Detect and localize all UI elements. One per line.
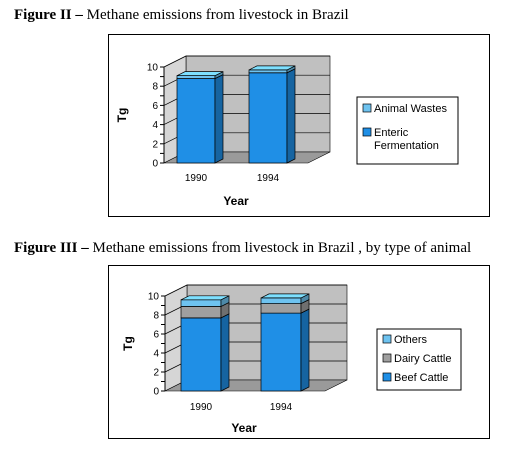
bar-side — [220, 313, 230, 392]
legend-swatch — [382, 334, 392, 344]
figure-3-number: Figure III — [14, 240, 78, 256]
x-tick-label: 1990 — [185, 173, 208, 184]
legend-label: Animal Wastes — [374, 103, 447, 115]
y-tick-label: 4 — [152, 120, 158, 131]
y-tick-label: 0 — [153, 387, 159, 398]
bar-front — [248, 72, 288, 164]
bar-side — [300, 308, 310, 392]
y-tick-label: 2 — [153, 368, 159, 379]
figure-2-caption: Figure II – Methane emissions from lives… — [14, 7, 349, 23]
bar-front — [260, 297, 302, 304]
bar-front — [260, 303, 302, 314]
bar-front — [180, 306, 222, 319]
bar-front — [180, 317, 222, 392]
legend-label: Dairy Cattle — [394, 353, 451, 365]
legend-label: Beef Cattle — [394, 372, 448, 384]
bar-front — [180, 299, 222, 307]
bar-front — [248, 69, 288, 74]
legend-swatch — [382, 353, 392, 363]
legend-swatch — [382, 372, 392, 382]
bar-front — [260, 312, 302, 392]
bar-top — [248, 65, 296, 71]
figure-3-title: Methane emissions from livestock in Braz… — [92, 240, 472, 256]
figure-2-number: Figure II — [14, 7, 72, 23]
figure-3-caption: Figure III – Methane emissions from live… — [14, 240, 472, 256]
y-tick-label: 8 — [153, 311, 159, 322]
x-tick-label: 1990 — [190, 402, 213, 413]
figure-2-title: Methane emissions from livestock in Braz… — [86, 7, 349, 23]
y-axis-title: Tg — [115, 108, 129, 123]
y-tick-label: 10 — [148, 292, 160, 303]
bar-side — [214, 73, 224, 164]
bar-top — [180, 295, 230, 301]
chart-methane-emissions: 0 2 4 6 8 10 Tg 1990 1994 Year Animal Wastes Enteri… — [108, 34, 490, 217]
x-axis-title: Year — [231, 421, 257, 435]
x-axis-title: Year — [223, 194, 249, 208]
bar-front — [176, 75, 216, 79]
gridline — [164, 284, 347, 297]
bar-top — [176, 71, 224, 76]
x-tick-label: 1994 — [270, 402, 293, 413]
y-axis-title: Tg — [121, 336, 135, 351]
y-tick-label: 0 — [152, 159, 158, 170]
x-tick-label: 1994 — [257, 173, 280, 184]
legend-swatch — [362, 127, 372, 137]
gridline — [163, 55, 330, 68]
y-tick-label: 4 — [153, 349, 159, 360]
bar-front — [176, 78, 216, 164]
y-tick-label: 10 — [147, 63, 159, 74]
chart-methane-by-animal: 0 2 4 6 8 10 Tg 1990 1994 Year Others Dairy Cattle B… — [108, 265, 490, 439]
bar-top — [260, 293, 310, 299]
legend-swatch — [362, 103, 372, 113]
y-tick-label: 6 — [153, 330, 159, 341]
legend-label: Enteric — [374, 127, 409, 139]
y-tick-label: 2 — [152, 139, 158, 150]
bar-side — [286, 68, 296, 164]
y-tick-label: 6 — [152, 101, 158, 112]
legend-label: Fermentation — [374, 140, 439, 152]
y-tick-label: 8 — [152, 82, 158, 93]
legend-label: Others — [394, 334, 428, 346]
legend-box — [356, 96, 459, 165]
